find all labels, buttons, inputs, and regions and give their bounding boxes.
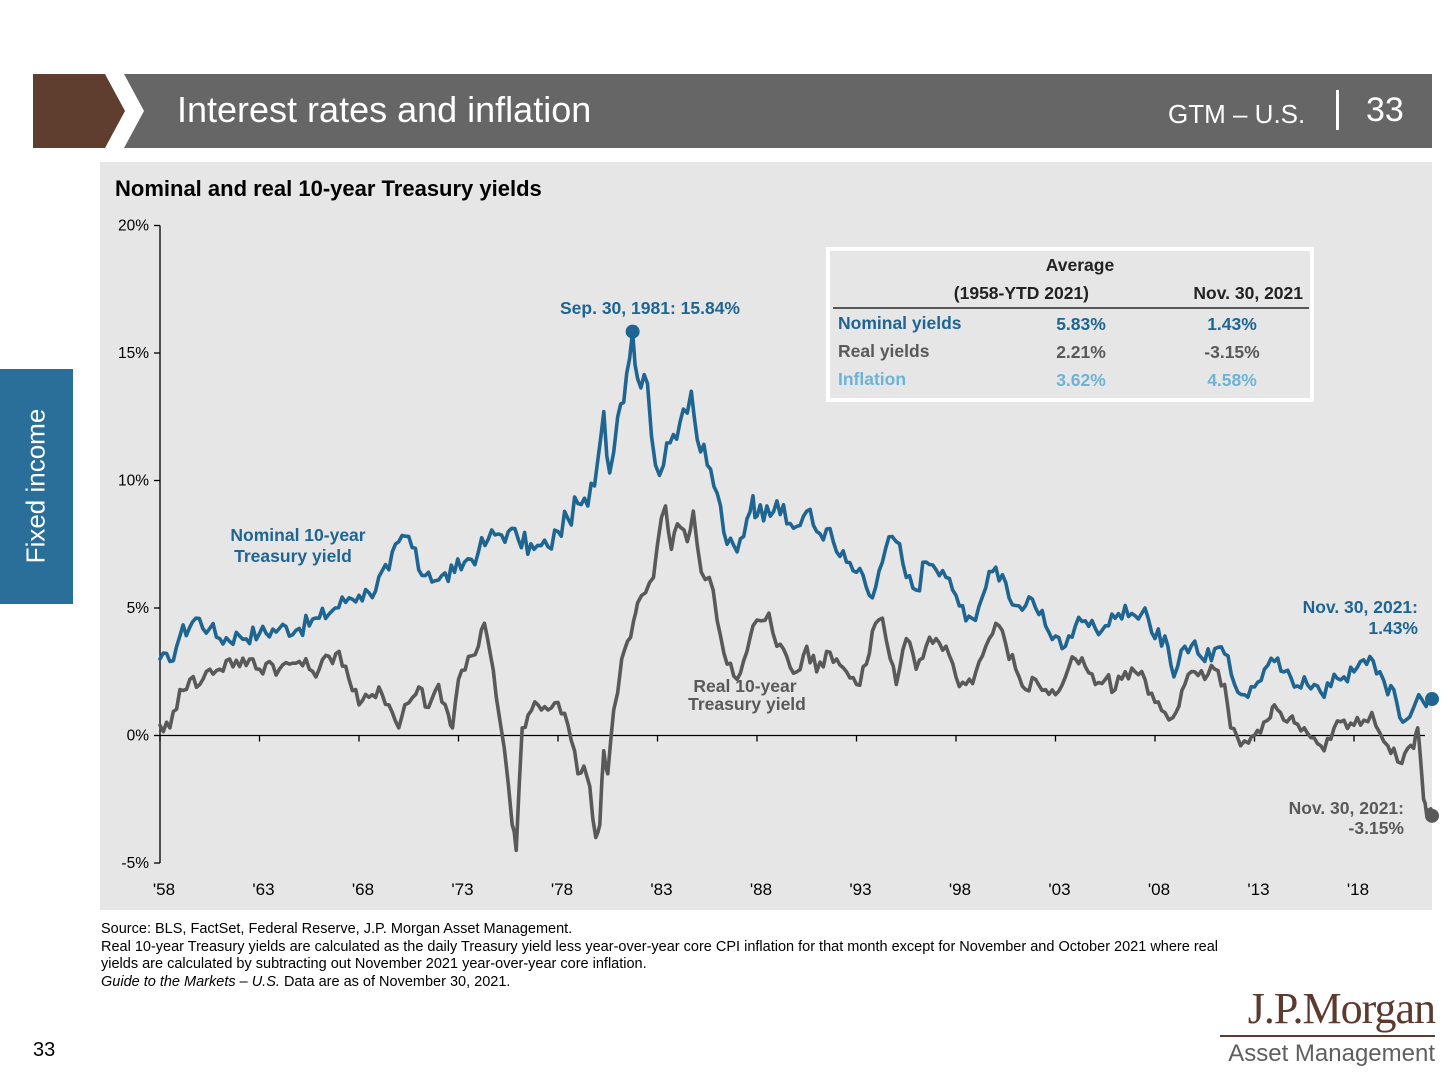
table-header-period: (1958-YTD 2021) xyxy=(954,283,1089,303)
x-tick-label: '68 xyxy=(352,880,374,899)
footnote-source: Source: BLS, FactSet, Federal Reserve, J… xyxy=(101,921,573,937)
x-tick-label: '88 xyxy=(750,880,772,899)
x-tick-label: '73 xyxy=(451,880,473,899)
x-tick-label: '18 xyxy=(1347,880,1369,899)
header-region-label: GTM – U.S. xyxy=(1168,99,1306,129)
table-row-real-average: 2.21% xyxy=(1056,342,1106,362)
real-end-annotation-line2: -3.15% xyxy=(1349,818,1405,838)
x-tick-label: '13 xyxy=(1247,880,1269,899)
x-tick-label: '58 xyxy=(153,880,175,899)
table-row-inflation-label: Inflation xyxy=(838,369,906,389)
table-header-current: Nov. 30, 2021 xyxy=(1193,283,1303,303)
header-separator xyxy=(1336,90,1339,130)
x-tick-label: '83 xyxy=(650,880,672,899)
table-row-real-label: Real yields xyxy=(838,341,930,361)
nominal-series-label-line2: Treasury yield xyxy=(234,546,352,566)
chart-title: Nominal and real 10-year Treasury yields xyxy=(115,176,542,201)
nominal-yield-line xyxy=(158,329,1434,724)
nominal-series-label-line1: Nominal 10-year xyxy=(230,525,365,545)
peak-point xyxy=(625,324,640,339)
real-series-label-line2: Treasury yield xyxy=(688,694,806,714)
y-tick-label: 15% xyxy=(118,345,149,362)
nominal-end-point xyxy=(1425,692,1440,707)
side-tab[interactable] xyxy=(0,369,73,604)
footnote-guide-title: Guide to the Markets – U.S. xyxy=(101,973,280,990)
logo-sub-text: Asset Management xyxy=(1228,1039,1435,1067)
footnote-guide-date: Data are as of November 30, 2021. xyxy=(279,973,511,990)
footnotes: Source: BLS, FactSet, Federal Reserve, J… xyxy=(101,921,1221,991)
x-tick-label: '63 xyxy=(252,880,274,899)
table-row-nominal-average: 5.83% xyxy=(1056,314,1106,334)
real-series-label-line1: Real 10-year xyxy=(693,676,796,696)
real-end-annotation-line1: Nov. 30, 2021: xyxy=(1289,798,1404,818)
jpmorgan-logo[interactable]: J.P.Morgan Asset Management xyxy=(1205,984,1436,1069)
table-row-nominal-current: 1.43% xyxy=(1207,314,1257,334)
footnote-guide: Guide to the Markets – U.S. Data are as … xyxy=(101,974,1221,992)
x-tick-label: '08 xyxy=(1148,880,1170,899)
logo-rule xyxy=(1220,1035,1435,1037)
header-page-number: 33 xyxy=(1366,91,1404,129)
x-tick-label: '98 xyxy=(949,880,971,899)
real-end-point xyxy=(1425,808,1440,823)
y-tick-label: 10% xyxy=(118,473,149,490)
table-row-inflation-current: 4.58% xyxy=(1207,370,1257,390)
header-title: Interest rates and inflation xyxy=(177,89,592,130)
x-tick-label: '93 xyxy=(849,880,871,899)
header-bar xyxy=(124,74,1432,148)
summary-table-box xyxy=(826,247,1314,402)
peak-annotation: Sep. 30, 1981: 15.84% xyxy=(560,298,740,318)
y-tick-label: -5% xyxy=(121,855,149,872)
y-tick-label: 5% xyxy=(127,600,150,617)
page-number: 33 xyxy=(33,1039,56,1061)
table-row-nominal-label: Nominal yields xyxy=(838,313,962,333)
header-chevron xyxy=(33,74,125,148)
table-row-inflation-average: 3.62% xyxy=(1056,370,1106,390)
x-tick-label: '03 xyxy=(1048,880,1070,899)
x-tick-label: '78 xyxy=(551,880,573,899)
logo-main-text: J.P.Morgan xyxy=(1247,984,1436,1033)
y-tick-label: 20% xyxy=(118,218,149,235)
y-tick-label: 0% xyxy=(127,728,150,745)
nominal-end-annotation-line1: Nov. 30, 2021: xyxy=(1303,597,1418,617)
footnote-method: Real 10-year Treasury yields are calcula… xyxy=(101,938,1219,973)
nominal-end-annotation-line2: 1.43% xyxy=(1368,618,1418,638)
table-header-average: Average xyxy=(1046,255,1115,275)
table-row-real-current: -3.15% xyxy=(1204,342,1260,362)
real-yield-line xyxy=(158,504,1434,853)
